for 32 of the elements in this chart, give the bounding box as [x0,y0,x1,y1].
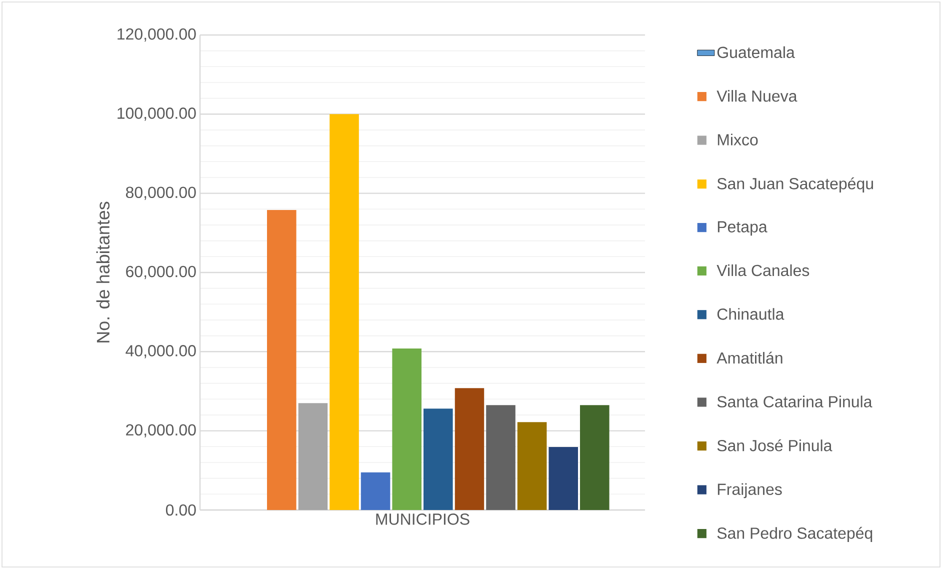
y-tick-label: 100,000.00 [118,108,196,121]
y-tick-label: 60,000.00 [126,266,196,280]
bar [424,408,453,510]
legend-label: Villa Canales [716,264,810,276]
y-tick-label: 20,000.00 [126,424,196,438]
bar [454,388,484,510]
bar [517,422,547,510]
y-axis-title: No. de habitantes [96,202,110,342]
bar [580,405,610,510]
legend-label: Fraijanes [718,483,782,498]
legend-label: Mixco [718,134,758,146]
y-tick-label: 120,000.00 [118,28,196,42]
x-tick-label: MUNICIPIOS [376,514,470,525]
legend-label: Santa Catarina Pinula [717,396,872,408]
bar [330,114,359,510]
legend-label: San Juan Sacatepéqu [717,177,873,193]
legend-label: Petapa [718,221,768,236]
legend-label: Villa Nueva [716,90,798,102]
y-tick-label: 0.00 [166,504,196,516]
bar [548,447,578,510]
y-tick-label: 80,000.00 [126,186,196,200]
bar [486,405,516,510]
bar [360,472,390,510]
legend-label: San José Pinula [717,439,832,452]
bar [392,348,422,510]
legend-label: Amatitlán [716,352,782,364]
bar [298,403,328,510]
legend-label: San Pedro Sacatepéq [717,526,872,542]
bar [267,210,296,510]
y-tick-label: 40,000.00 [126,345,196,358]
legend-label: Guatemala [717,46,795,58]
legend-label: Chinautla [717,308,784,320]
